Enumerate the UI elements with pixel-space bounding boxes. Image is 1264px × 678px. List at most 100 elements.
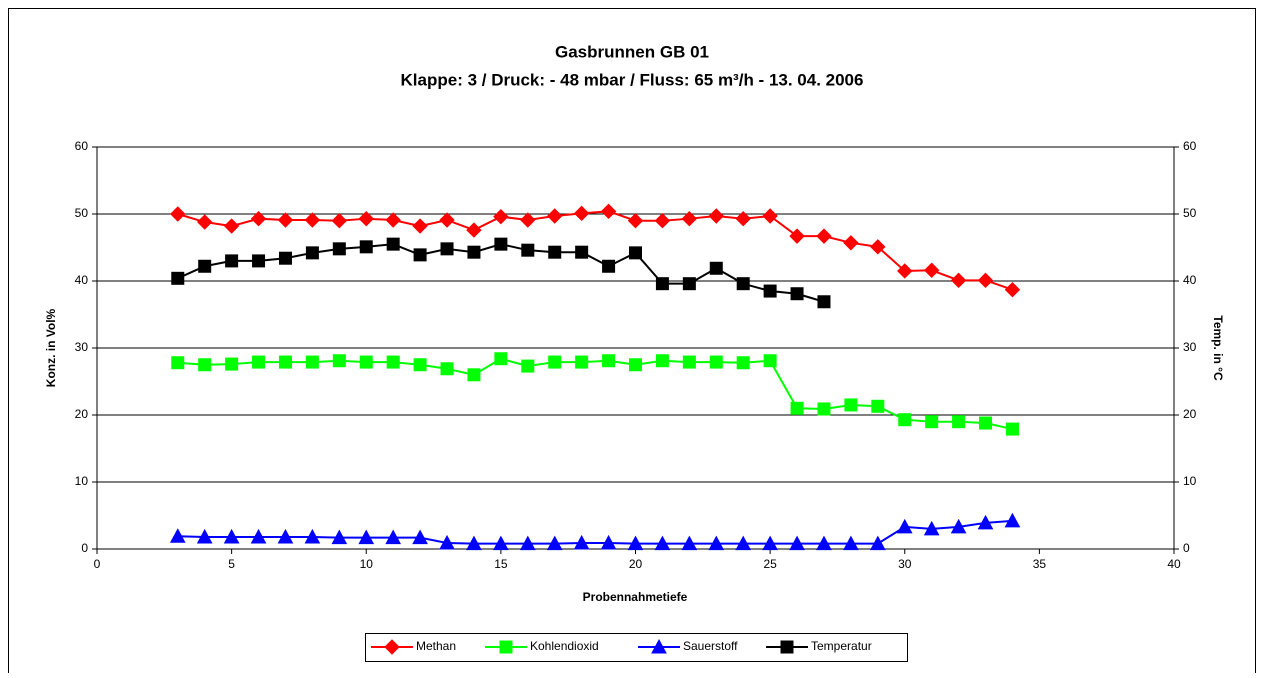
marker bbox=[359, 240, 373, 254]
marker bbox=[575, 355, 589, 369]
marker bbox=[869, 535, 886, 551]
x-tick-label: 35 bbox=[1033, 557, 1047, 571]
marker bbox=[331, 529, 348, 545]
marker bbox=[735, 535, 752, 551]
marker bbox=[600, 534, 617, 550]
marker bbox=[654, 212, 671, 229]
marker bbox=[198, 259, 212, 273]
x-axis-label: Probennahmetiefe bbox=[583, 590, 688, 604]
marker bbox=[871, 399, 885, 413]
marker bbox=[171, 271, 185, 285]
marker bbox=[250, 210, 267, 227]
marker bbox=[817, 402, 831, 416]
marker bbox=[844, 398, 858, 412]
marker bbox=[467, 368, 481, 382]
marker bbox=[736, 356, 750, 370]
marker bbox=[548, 355, 562, 369]
marker bbox=[359, 355, 373, 369]
marker bbox=[627, 212, 644, 229]
marker bbox=[467, 245, 481, 259]
x-tick-label: 40 bbox=[1167, 557, 1181, 571]
marker bbox=[519, 535, 536, 551]
marker bbox=[763, 354, 777, 368]
marker bbox=[923, 262, 940, 278]
marker bbox=[386, 237, 400, 251]
marker bbox=[977, 514, 994, 530]
marker bbox=[870, 239, 886, 255]
marker bbox=[250, 528, 267, 544]
marker bbox=[358, 210, 374, 227]
chart-subtitle: Klappe: 3 / Druck: - 48 mbar / Fluss: 65… bbox=[401, 70, 864, 89]
marker bbox=[358, 529, 375, 545]
y-tick-label: 0 bbox=[81, 541, 88, 555]
y-tick-label: 20 bbox=[75, 407, 89, 421]
marker bbox=[629, 358, 642, 372]
marker bbox=[278, 355, 292, 369]
marker bbox=[655, 354, 669, 368]
marker bbox=[790, 401, 804, 415]
marker bbox=[575, 245, 589, 259]
marker bbox=[790, 287, 804, 301]
marker bbox=[655, 277, 669, 291]
legend-marker bbox=[780, 640, 794, 654]
marker bbox=[602, 354, 616, 368]
marker bbox=[709, 261, 723, 275]
marker bbox=[547, 208, 563, 224]
marker bbox=[950, 518, 967, 534]
marker bbox=[736, 277, 750, 291]
y-tick-label: 60 bbox=[75, 139, 89, 153]
marker bbox=[762, 535, 778, 551]
series-line bbox=[177, 519, 1013, 545]
marker bbox=[198, 358, 212, 372]
y-axis-label: Konz. in Vol% bbox=[44, 308, 58, 387]
y-tick-label: 30 bbox=[75, 340, 89, 354]
marker bbox=[494, 237, 508, 251]
legend-marker bbox=[499, 640, 513, 654]
marker bbox=[493, 208, 509, 225]
marker bbox=[466, 535, 482, 551]
x-tick-label: 0 bbox=[94, 557, 101, 571]
marker bbox=[412, 529, 428, 545]
marker bbox=[278, 251, 292, 265]
marker bbox=[252, 355, 266, 369]
marker bbox=[977, 272, 994, 289]
marker bbox=[923, 520, 940, 536]
y2-tick-label: 50 bbox=[1183, 206, 1197, 220]
legend-label: Methan bbox=[416, 639, 456, 653]
marker bbox=[979, 416, 993, 430]
chart-title: Gasbrunnen GB 01 bbox=[555, 42, 709, 61]
marker bbox=[629, 246, 642, 260]
y-tick-label: 50 bbox=[75, 206, 89, 220]
marker bbox=[573, 534, 590, 550]
marker bbox=[196, 528, 213, 544]
marker bbox=[331, 212, 348, 229]
marker bbox=[654, 535, 671, 551]
marker bbox=[332, 354, 346, 368]
marker bbox=[170, 206, 186, 222]
marker bbox=[521, 359, 535, 373]
legend-label: Sauerstoff bbox=[683, 639, 738, 653]
marker bbox=[385, 212, 401, 228]
marker bbox=[816, 228, 832, 244]
marker bbox=[413, 248, 427, 262]
x-tick-label: 25 bbox=[763, 557, 777, 571]
marker bbox=[466, 222, 482, 238]
legend-marker bbox=[384, 639, 400, 655]
marker bbox=[225, 254, 239, 268]
marker bbox=[708, 208, 724, 224]
marker bbox=[439, 534, 455, 550]
marker bbox=[763, 284, 777, 298]
legend-marker bbox=[651, 638, 667, 654]
x-tick-label: 15 bbox=[494, 557, 508, 571]
marker bbox=[682, 355, 696, 369]
legend-box bbox=[365, 633, 908, 662]
legend-label: Kohlendioxid bbox=[530, 639, 599, 653]
marker bbox=[196, 214, 213, 230]
marker bbox=[439, 212, 455, 228]
marker bbox=[412, 218, 428, 234]
marker bbox=[896, 518, 913, 534]
x-tick-label: 10 bbox=[360, 557, 374, 571]
y-tick-label: 10 bbox=[75, 474, 89, 488]
marker bbox=[843, 235, 859, 251]
